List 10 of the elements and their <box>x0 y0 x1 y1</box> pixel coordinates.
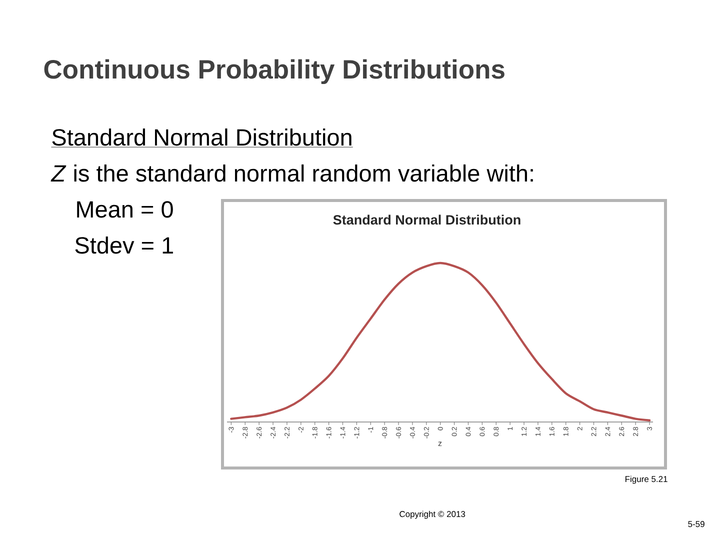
text: Z is the standard normal random variable with: <box>50 164 533 182</box>
text: Stdev = 1 <box>75 236 173 254</box>
chart-title: Continuous Probability Distributions <box>44 59 504 84</box>
text: 5-59 <box>688 521 704 528</box>
text: Standard Normal Distribution <box>52 128 352 146</box>
text: Copyright © 2013 <box>400 510 466 519</box>
chart-subtitle: Standard Normal Distribution <box>333 214 520 225</box>
text: Mean = 0 <box>77 201 173 218</box>
caption: Figure 5.21 <box>625 476 668 484</box>
x-axis-title: z <box>438 442 442 446</box>
